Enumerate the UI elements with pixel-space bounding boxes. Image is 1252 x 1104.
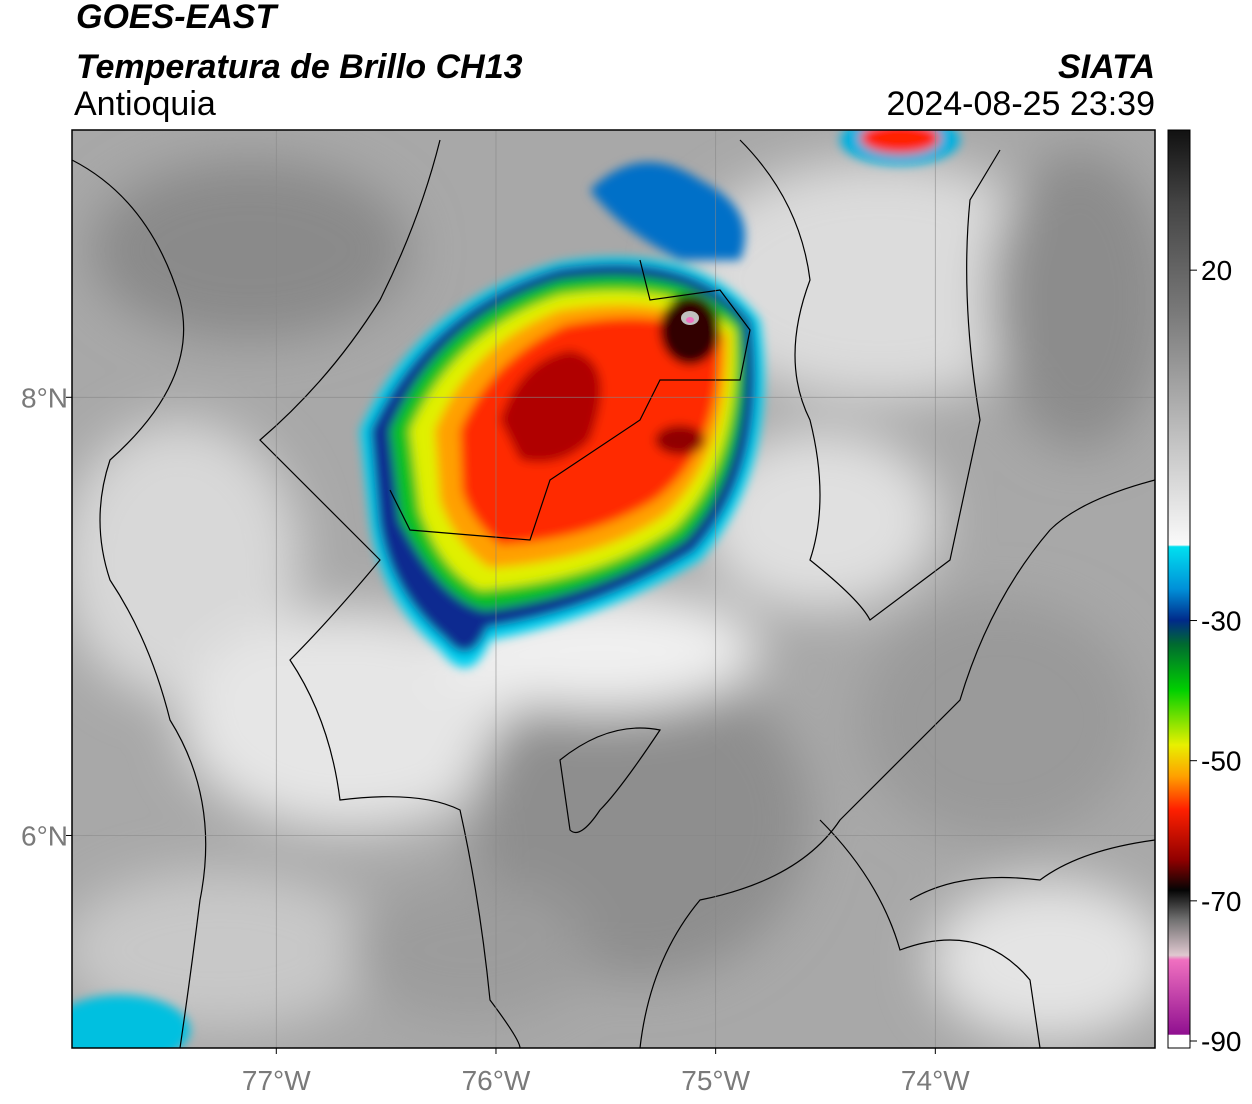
x-tick-label: 74°W <box>901 1065 970 1096</box>
colorbar-tick-label: -70 <box>1201 886 1241 917</box>
colorbar-tick-label: -30 <box>1201 606 1241 637</box>
satellite-image <box>72 130 1155 1048</box>
timestamp: 2024-08-25 23:39 <box>887 85 1155 123</box>
colorbar-tick-label: -90 <box>1201 1026 1241 1057</box>
graticule <box>72 130 1155 1048</box>
y-tick-label: 8°N <box>21 382 68 413</box>
colorbar-tick-label: -50 <box>1201 746 1241 777</box>
colorbar-ticks: -90 -70 -50 -30 20 <box>1190 255 1241 1057</box>
y-tick-label: 6°N <box>21 820 68 851</box>
subtitle: Temperatura de Brillo CH13 <box>76 48 523 86</box>
colorbar-tick-label: 20 <box>1201 255 1232 286</box>
colorbar <box>1167 129 1191 1049</box>
region: Antioquia <box>74 85 216 123</box>
map-frame <box>71 129 1156 1049</box>
source: SIATA <box>1058 48 1155 86</box>
x-tick-label: 75°W <box>681 1065 750 1096</box>
x-tick-label: 77°W <box>242 1065 311 1096</box>
title: GOES-EAST <box>76 0 279 36</box>
x-tick-label: 76°W <box>462 1065 531 1096</box>
